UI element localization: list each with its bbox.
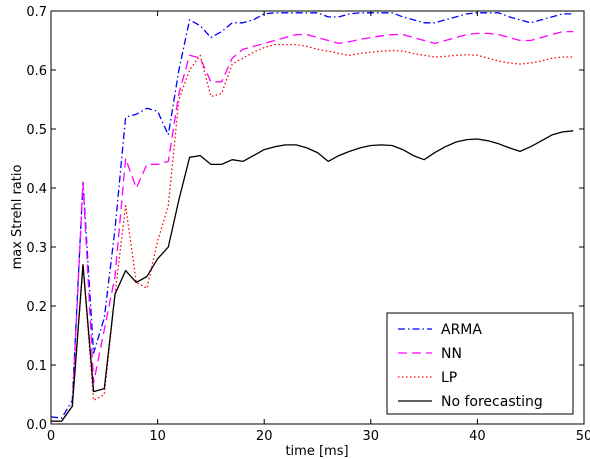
y-tick-label: 0.5 bbox=[26, 123, 47, 138]
series-line-nn bbox=[51, 30, 574, 422]
legend-label: NN bbox=[441, 346, 462, 362]
x-tick-label: 0 bbox=[47, 429, 55, 444]
y-axis-label: max Strehl ratio bbox=[10, 165, 25, 270]
x-tick-label: 20 bbox=[256, 429, 273, 444]
plot-frame bbox=[50, 10, 585, 425]
series-layer bbox=[50, 12, 574, 422]
x-tick-label: 50 bbox=[576, 429, 590, 444]
y-tick-label: 0.0 bbox=[26, 418, 47, 433]
y-tick-label: 0.2 bbox=[26, 300, 47, 315]
legend-label: LP bbox=[441, 370, 457, 386]
series-line-lp bbox=[51, 43, 574, 422]
y-tick-label: 0.3 bbox=[26, 241, 47, 256]
y-tick-label: 0.1 bbox=[26, 359, 47, 374]
series-line-no-forecasting bbox=[51, 130, 574, 422]
x-tick-label: 10 bbox=[149, 429, 166, 444]
y-tick-label: 0.6 bbox=[26, 64, 47, 79]
legend-label: ARMA bbox=[441, 322, 482, 338]
legend-label: No forecasting bbox=[441, 394, 543, 410]
x-tick-label: 40 bbox=[469, 429, 486, 444]
x-tick-label: 30 bbox=[363, 429, 380, 444]
x-axis-label: time [ms] bbox=[285, 444, 348, 459]
y-tick-label: 0.7 bbox=[26, 5, 47, 20]
legend: ARMA NN LP No forecasting bbox=[386, 312, 574, 415]
legend-box bbox=[386, 312, 574, 415]
y-tick-label: 0.4 bbox=[26, 182, 47, 197]
series-line-arma bbox=[50, 12, 574, 419]
ticks-layer: 0 10 20 30 40 50 0.0 0.1 0.2 0.3 0.4 0.5 0.6 0.7 bbox=[26, 5, 590, 444]
